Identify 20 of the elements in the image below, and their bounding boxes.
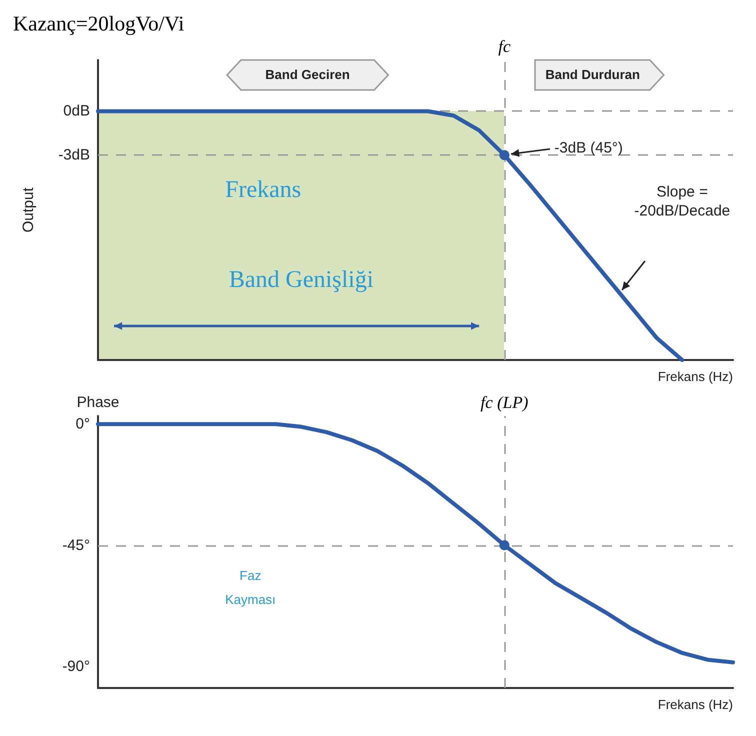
y-tick-label: 0° (76, 416, 90, 433)
annotation: Faz Kayması (224, 567, 277, 610)
y-tick-label: -3dB (58, 146, 90, 164)
x-axis-title: Frekans (Hz) (658, 369, 733, 384)
annotation: Band Durduran (545, 66, 640, 83)
annotation: -3dB (45°) (554, 140, 623, 158)
annotation: Band Genişliği (228, 266, 374, 294)
x-axis-title: Frekans (Hz) (658, 697, 733, 712)
y-axis-title: Output (20, 186, 37, 233)
y-tick-label: 0dB (63, 102, 90, 120)
annotation: Frekans (225, 176, 302, 206)
text: fc (LP) (480, 393, 528, 412)
chart-title: Kazanç=20logVo/Vi (13, 12, 184, 36)
line-series (96, 422, 735, 664)
annotation: Band Geciren (265, 66, 350, 83)
y-axis-title: Phase (76, 394, 120, 411)
y-tick-label: -90° (62, 658, 90, 675)
text: fc (498, 37, 511, 56)
y-tick-label: -45° (62, 536, 90, 554)
annotation: Slope = -20dB/Decade (633, 183, 732, 221)
